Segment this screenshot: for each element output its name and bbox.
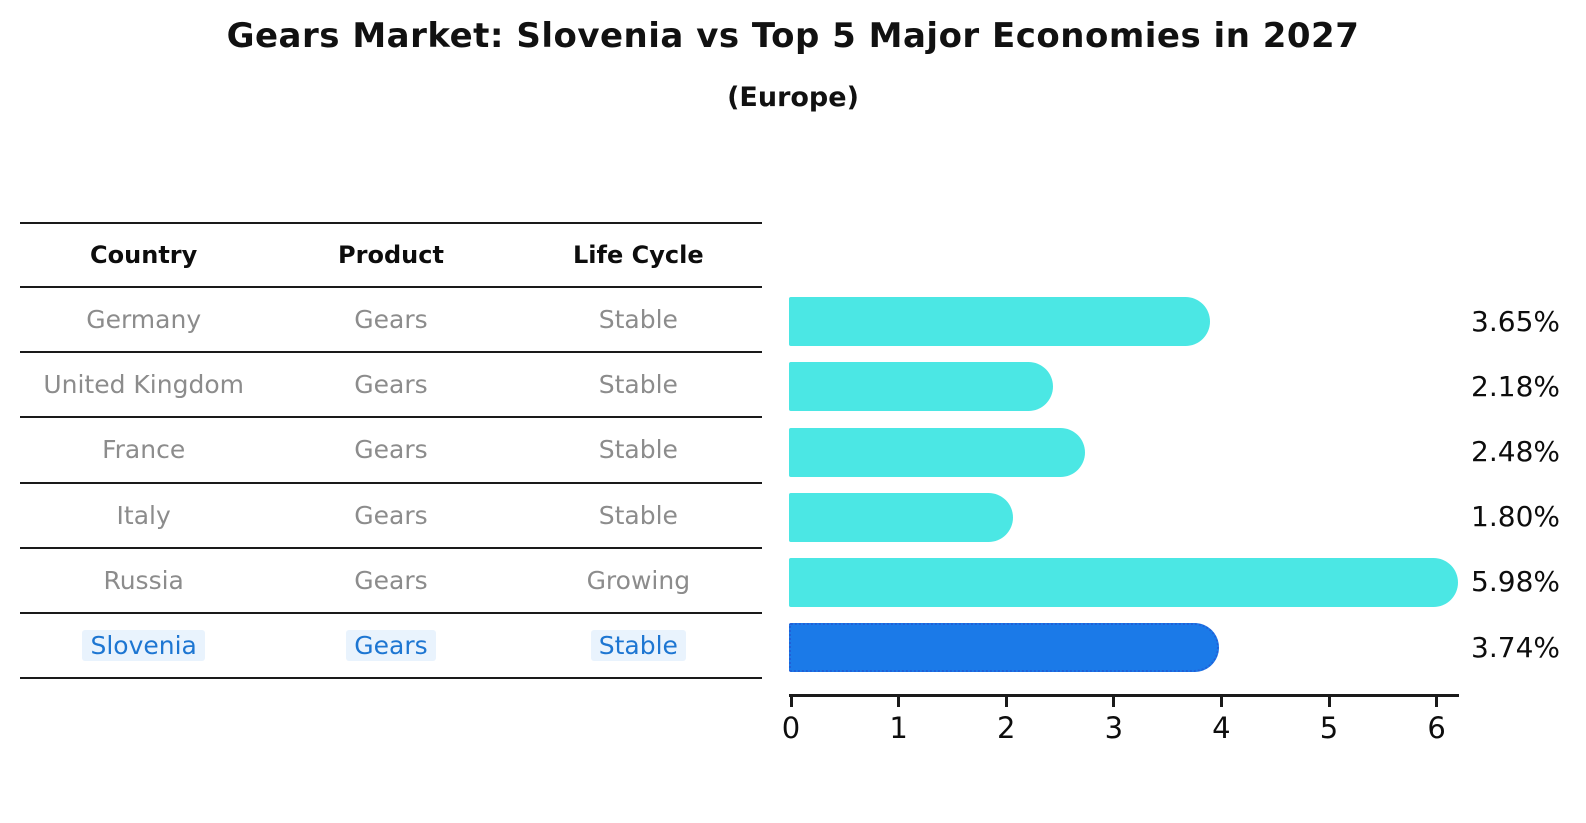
- table-row: Slovenia Gears Stable: [20, 614, 762, 680]
- x-axis-tick: [789, 697, 793, 707]
- table-cell-country: Slovenia: [20, 630, 267, 662]
- table-cell-product: Gears: [267, 369, 514, 400]
- table-cell-product: Gears: [267, 434, 514, 465]
- country-label: Slovenia: [82, 630, 205, 662]
- bar: [789, 492, 1013, 542]
- table-body: Germany Gears Stable United Kingdom Gear…: [20, 288, 762, 680]
- country-label: United Kingdom: [43, 370, 244, 400]
- chart-subtitle: (Europe): [727, 82, 859, 113]
- table-row: Russia Gears Growing: [20, 549, 762, 614]
- table-cell-product: Gears: [267, 500, 514, 531]
- product-label: Gears: [354, 305, 428, 335]
- table-cell-product: Gears: [267, 630, 514, 662]
- x-axis-tick: [1327, 697, 1331, 707]
- x-axis-tick: [897, 697, 901, 707]
- bar-value-label: 3.65%: [1471, 304, 1560, 338]
- x-axis-tick-label: 6: [1427, 711, 1446, 745]
- x-axis-tick-label: 3: [1104, 711, 1124, 745]
- x-axis-tick-label: 5: [1319, 711, 1339, 745]
- product-label: Gears: [354, 500, 428, 530]
- table-row: Italy Gears Stable: [20, 484, 762, 549]
- bar: [789, 297, 1210, 347]
- data-table: Country Product Life Cycle Germany Gears…: [20, 222, 762, 680]
- country-label: France: [102, 435, 186, 465]
- table-cell-life-cycle: Stable: [515, 630, 762, 662]
- column-header-product: Product: [338, 241, 444, 269]
- bar-value-label: 2.48%: [1471, 435, 1560, 468]
- table-cell-country: Italy: [20, 500, 267, 531]
- x-axis-tick-label: 2: [996, 711, 1016, 745]
- table-cell-life-cycle: Stable: [515, 434, 762, 465]
- country-label: Italy: [116, 500, 171, 530]
- country-label: Russia: [103, 565, 184, 595]
- bar-value-label: 1.80%: [1471, 500, 1560, 534]
- bar-value-label: 3.74%: [1471, 630, 1560, 664]
- column-header-life-cycle: Life Cycle: [573, 241, 704, 269]
- x-axis-tick-label: 4: [1212, 711, 1231, 745]
- x-axis-tick: [1112, 697, 1116, 707]
- bar-value-label: 2.18%: [1471, 369, 1560, 403]
- table-header-row: Country Product Life Cycle: [20, 224, 762, 288]
- product-label: Gears: [354, 565, 428, 595]
- bar-value-label: 5.98%: [1471, 565, 1560, 599]
- life-cycle-label: Stable: [598, 500, 678, 530]
- product-label: Gears: [346, 630, 436, 662]
- table-row: Germany Gears Stable: [20, 288, 762, 354]
- life-cycle-label: Stable: [598, 370, 678, 400]
- life-cycle-label: Growing: [586, 565, 691, 595]
- life-cycle-label: Stable: [590, 630, 686, 662]
- table-cell-product: Gears: [267, 565, 514, 596]
- table-cell-life-cycle: Stable: [515, 304, 762, 335]
- x-axis-tick: [1004, 697, 1008, 707]
- life-cycle-label: Stable: [598, 435, 678, 465]
- table-cell-life-cycle: Growing: [515, 565, 762, 596]
- column-header-country: Country: [90, 241, 198, 269]
- table-cell-life-cycle: Stable: [515, 500, 762, 531]
- bar: [789, 557, 1458, 607]
- table-cell-country: Russia: [20, 565, 267, 596]
- bar: [789, 623, 1220, 673]
- table-cell-country: United Kingdom: [20, 369, 267, 400]
- product-label: Gears: [354, 435, 428, 465]
- x-axis-tick: [1219, 697, 1223, 707]
- bar: [789, 362, 1054, 412]
- product-label: Gears: [354, 370, 428, 400]
- x-axis-tick-label: 0: [781, 711, 801, 745]
- table-row: United Kingdom Gears Stable: [20, 353, 762, 419]
- table-cell-life-cycle: Stable: [515, 369, 762, 400]
- table-row: France Gears Stable: [20, 418, 762, 484]
- chart-title: Gears Market: Slovenia vs Top 5 Major Ec…: [226, 16, 1360, 56]
- table-cell-country: France: [20, 434, 267, 465]
- table-cell-product: Gears: [267, 304, 514, 335]
- x-axis-tick: [1435, 697, 1439, 707]
- country-label: Germany: [86, 305, 202, 335]
- bar: [789, 427, 1086, 477]
- table-cell-country: Germany: [20, 304, 267, 335]
- life-cycle-label: Stable: [598, 305, 678, 335]
- x-axis-tick-label: 1: [889, 711, 908, 745]
- x-axis-line: [789, 694, 1459, 697]
